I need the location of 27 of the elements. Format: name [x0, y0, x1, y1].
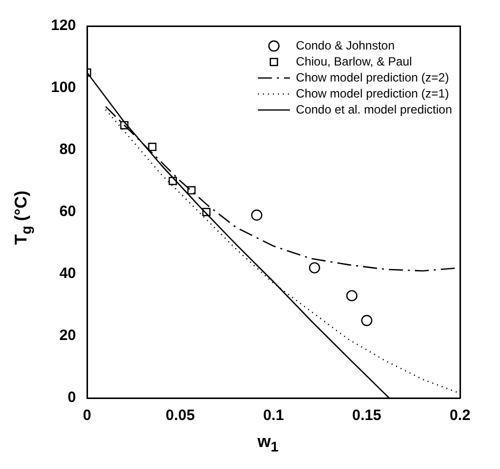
x-tick-label: 0.1 — [263, 407, 284, 424]
y-tick-label: 20 — [59, 327, 76, 344]
point — [187, 186, 196, 194]
point — [251, 210, 262, 221]
legend-label: Condo et al. model prediction — [296, 102, 452, 116]
y-tick-label: 40 — [59, 265, 76, 282]
x-tick-label: 0.05 — [166, 407, 195, 424]
y-tick-label: 120 — [50, 17, 76, 34]
y-tick-label: 60 — [59, 203, 76, 220]
point — [346, 290, 358, 302]
point — [168, 176, 177, 186]
point — [308, 262, 320, 274]
legend-label: Chiou, Barlow, & Paul — [296, 54, 412, 68]
point — [120, 121, 128, 130]
x-tick-label: 0.15 — [352, 407, 382, 424]
y-tick-label: 0 — [68, 389, 76, 406]
x-tick-label: 0.2 — [450, 407, 470, 424]
legend-label: Condo & Johnston — [296, 38, 395, 52]
point — [202, 208, 211, 216]
y-tick-label: 100 — [50, 79, 76, 96]
legend-label: Chow model prediction (z=2) — [296, 70, 449, 84]
legend-label: Chow model prediction (z=1) — [296, 86, 449, 100]
x-tick-label: 0 — [82, 407, 92, 424]
y-tick-label: 80 — [59, 141, 76, 158]
x-axis-title: w$_{1}$ — [256, 432, 280, 456]
point — [148, 142, 156, 152]
point — [361, 314, 372, 326]
